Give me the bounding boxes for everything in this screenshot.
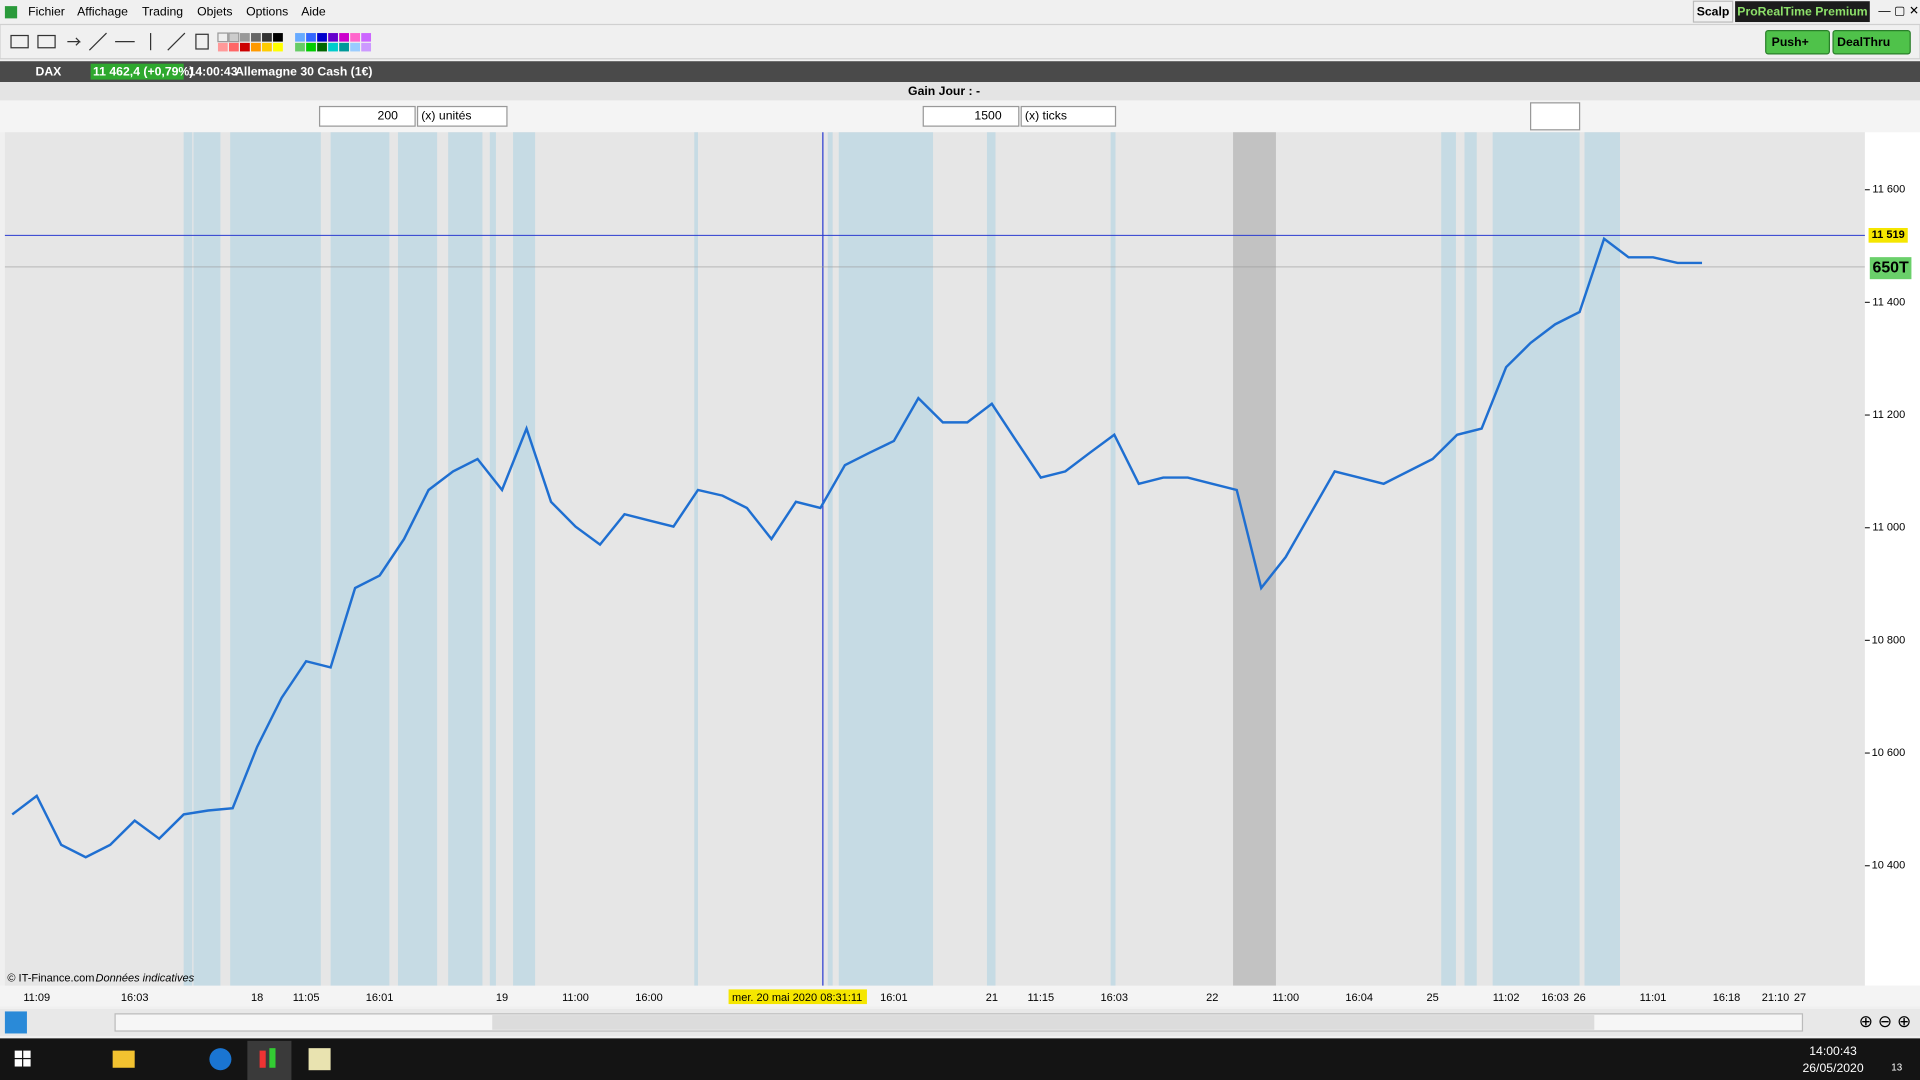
scroll-thumb[interactable] [492,1015,1595,1030]
x-tick-label: 22 [1206,992,1218,1004]
taskbar-icons [14,1040,331,1080]
units-input[interactable] [318,105,416,127]
workspace-label: Scalp [1697,4,1730,18]
gain-bar [0,82,1920,101]
app-icon [4,6,18,19]
copyright: © IT-Finance.com [7,972,94,984]
x-tick-label: 16:03 [1541,992,1569,1004]
ticker-quote: 11 462,4 (+0,79%) [93,64,193,78]
window-controls[interactable]: — ▢ ✕ [1878,3,1919,17]
ticks-select[interactable] [1020,105,1117,127]
menu-item[interactable]: Objets [197,4,232,18]
product-label: ProRealTime Premium [1737,4,1867,18]
y-tick-label: 11 400 [1872,296,1905,308]
x-tick-label: 16:18 [1713,992,1741,1004]
quote-box [90,63,184,80]
dealthru-label: DealThru [1837,35,1890,49]
ticks-input[interactable] [922,105,1020,127]
menu-item[interactable]: Affichage [77,4,128,18]
clock-time: 14:00:43 [1809,1044,1857,1058]
drawing-tools [10,32,209,51]
x-tick-label: 16:01 [366,992,394,1004]
x-tick-label: 11:15 [1027,992,1054,1004]
zoom-tools[interactable]: ⊕ ⊖ ⊕ [1859,1011,1912,1031]
units-select[interactable] [416,105,508,127]
y-tick-label: 10 400 [1872,860,1906,872]
x-tick-label: 11:00 [562,992,589,1004]
ticks-value: 1500 [974,109,1001,123]
y-tick-label: 11 000 [1872,522,1905,534]
toolbar [0,23,1920,60]
x-tick-label: 11:01 [1640,992,1667,1004]
y-tick-label: 10 600 [1872,747,1906,759]
product-badge [1735,1,1870,23]
menu-item[interactable]: Fichier [28,4,65,18]
x-tick-label: 27 [1794,992,1806,1004]
x-tick-label: 25 [1427,992,1439,1004]
ticker-time: 14:00:43 [189,64,238,78]
x-tick-label: 16:04 [1345,992,1373,1004]
x-tick-label: 11:00 [1272,992,1299,1004]
x-tick-label: 16:03 [121,992,149,1004]
clock-date: 26/05/2020 [1802,1061,1863,1075]
units-value: 200 [378,109,399,123]
ticker-symbol: DAX [36,64,63,78]
price-line-box [1868,227,1908,243]
crosshair-label: mer. 20 mai 2020 08:31:11 [732,992,862,1004]
price-line-series [11,236,1703,859]
dealthru-button[interactable] [1832,30,1911,55]
push-label: Push+ [1772,35,1809,49]
x-tick-label: 21:10 [1762,992,1790,1004]
menu-item[interactable]: Trading [142,4,183,18]
session-bands [183,132,1620,986]
share-button[interactable] [4,1011,27,1034]
gain-label: Gain Jour : - [908,84,980,98]
menu-bar [0,0,1920,25]
push-button[interactable] [1765,30,1830,55]
x-tick-label: 16:03 [1100,992,1128,1004]
x-tick-label: 11:02 [1493,992,1520,1004]
period-label: 650T [1872,259,1909,276]
workspace-button[interactable] [1692,0,1734,23]
x-tick-label: 11:09 [23,992,50,1004]
x-tick-label: 16:00 [635,992,663,1004]
x-tick-label: 16:01 [880,992,908,1004]
period-box [1869,257,1912,280]
x-tick-label: 26 [1573,992,1585,1004]
price-line-label: 11 519 [1872,229,1905,241]
source-note: Données indicatives [96,972,195,984]
ticks-unit: (x) ticks [1025,109,1067,123]
menu-item[interactable]: Aide [301,4,326,18]
x-tick-label: 18 [251,992,263,1004]
x-tick-label: 21 [986,992,998,1004]
y-tick-label: 11 200 [1872,409,1905,421]
crosshair-label-box [728,989,867,1005]
color-palette [217,32,372,52]
units-unit: (x) unités [421,109,471,123]
y-tick-label: 10 800 [1872,634,1906,646]
time-axis [0,985,1920,1007]
notification-count: 13 [1891,1062,1902,1073]
menu-item[interactable]: Options [246,4,288,18]
y-tick-label: 11 600 [1872,184,1905,196]
indicator-button[interactable] [1530,102,1581,131]
x-tick-label: 19 [496,992,508,1004]
x-tick-label: 11:05 [293,992,320,1004]
ticker-bar [0,61,1920,83]
ticker-name: Allemagne 30 Cash (1€) [235,64,372,78]
